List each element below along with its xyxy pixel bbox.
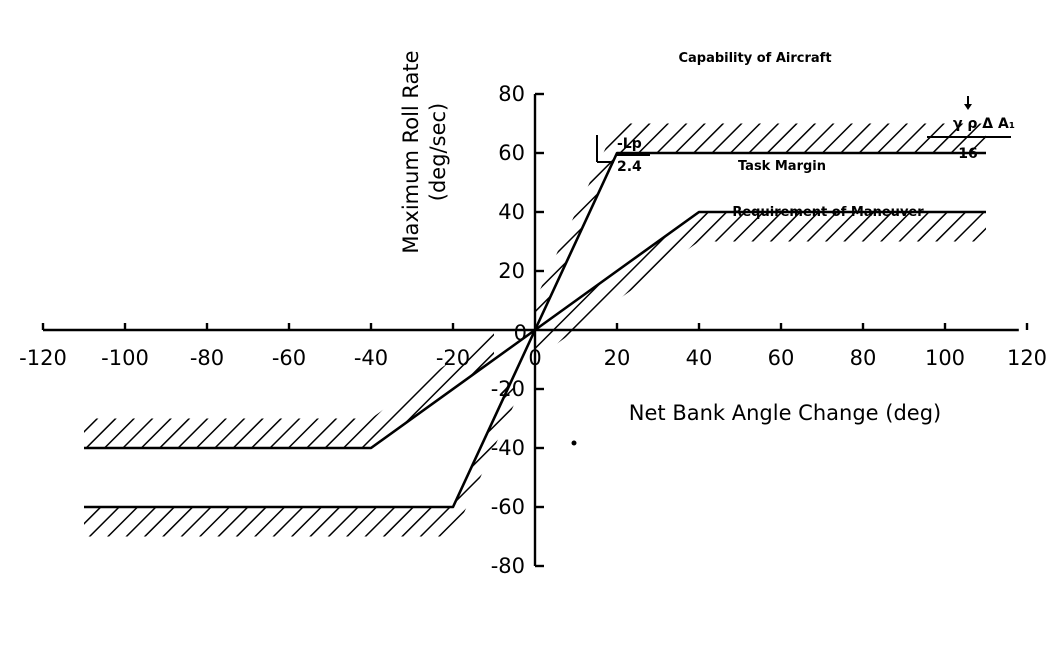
y-tick-label: 40 (498, 200, 525, 224)
slope-denominator: 2.4 (617, 159, 642, 175)
y-axis-title-line2: (deg/sec) (426, 103, 450, 201)
requirement-label: Requirement of Maneuver (732, 205, 924, 220)
requirement-hatch-upper (535, 212, 986, 360)
slope-annotation: -Lp 2.4 (596, 135, 650, 175)
requirement-line (84, 210, 986, 450)
x-tick-label: -40 (354, 346, 388, 370)
x-tick-label: -100 (101, 346, 149, 370)
x-axis-title: Net Bank Angle Change (deg) (629, 401, 941, 425)
y-axis-title-line1: Maximum Roll Rate (399, 50, 423, 253)
stray-dot (571, 440, 577, 446)
x-tick-label: 120 (1007, 346, 1047, 370)
series-lines (84, 151, 986, 509)
x-tick-label: -60 (272, 346, 306, 370)
y-tick-label: -40 (491, 436, 525, 460)
x-tick-label: -20 (436, 346, 470, 370)
x-tick-label: 0 (528, 346, 541, 370)
x-tick-labels: -120 -100 -80 -60 -40 -20 0 20 40 60 80 100 120 (19, 346, 1047, 370)
x-tick-label: 80 (850, 346, 877, 370)
margin-numerator: γ ρ Δ A₁ (953, 116, 1015, 132)
y-tick-labels: 80 60 40 20 -20 -40 -60 -80 0 (491, 82, 527, 578)
x-tick-label: 40 (686, 346, 713, 370)
capability-hatch-upper (535, 123, 986, 330)
x-tick-label: -120 (19, 346, 67, 370)
y-tick-label: 60 (498, 141, 525, 165)
x-tick-label: 100 (925, 346, 965, 370)
y-tick-label: -60 (491, 495, 525, 519)
y-tick-label: -80 (491, 554, 525, 578)
axes (41, 92, 1029, 568)
margin-annotation: γ ρ Δ A₁ 16 (927, 96, 1015, 162)
x-tick-label: -80 (190, 346, 224, 370)
y-tick-label: 80 (498, 82, 525, 106)
task-margin-label: Task Margin (738, 159, 826, 174)
slope-numerator: -Lp (617, 136, 642, 152)
requirement-hatch-lower (84, 330, 494, 448)
y-tick-label: 20 (498, 259, 525, 283)
y-tick-label: 0 (514, 321, 527, 345)
x-tick-label: 60 (768, 346, 795, 370)
margin-denominator: 16 (958, 146, 977, 162)
x-tick-label: 20 (604, 346, 631, 370)
capability-hatch-lower (84, 374, 515, 537)
capability-label: Capability of Aircraft (678, 51, 831, 66)
y-tick-label: -20 (491, 377, 525, 401)
